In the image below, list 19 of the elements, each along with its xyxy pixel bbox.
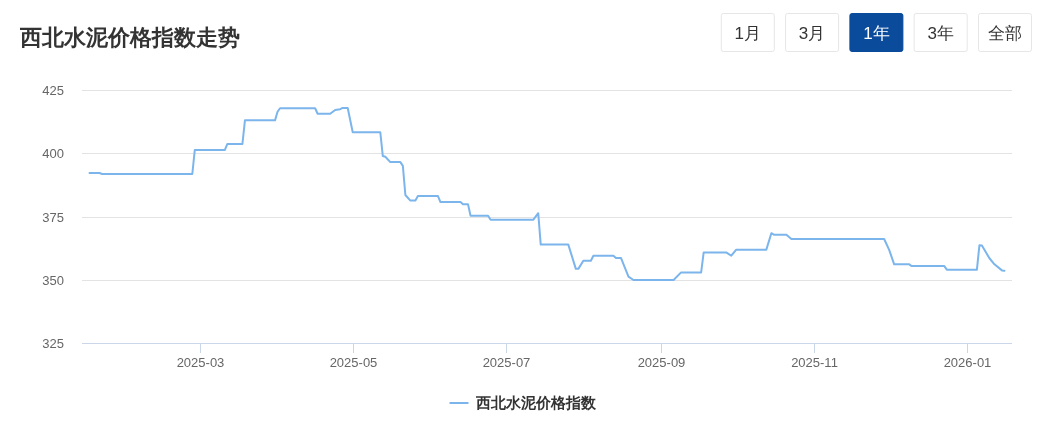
button: 1月 — [720, 13, 775, 52]
legend: 西北水泥价格指数 — [448, 394, 596, 411]
x-tick-label: 2025-07 — [482, 355, 531, 370]
y-tick-label: 425 — [42, 83, 64, 98]
y-tick-label: 400 — [42, 146, 64, 162]
legend-label: 西北水泥价格指数 — [474, 394, 597, 411]
y-tick-label: 375 — [42, 209, 64, 225]
button: 全部 — [978, 13, 1032, 52]
x-tick-label: 2026-01 — [943, 355, 992, 370]
button: 3年 — [913, 13, 968, 52]
title: 西北水泥价格指数走势 — [20, 25, 240, 50]
y-tick-label: 350 — [42, 272, 64, 288]
x-tick-label: 2025-03 — [176, 355, 225, 370]
x-tick-label: 2025-05 — [329, 355, 378, 370]
button: 3月 — [785, 13, 840, 52]
button: 1年 — [849, 13, 904, 52]
x-tick-label: 2025-11 — [791, 355, 838, 370]
x-tick-label: 2025-09 — [637, 355, 686, 370]
y-tick-label: 325 — [42, 336, 64, 351]
